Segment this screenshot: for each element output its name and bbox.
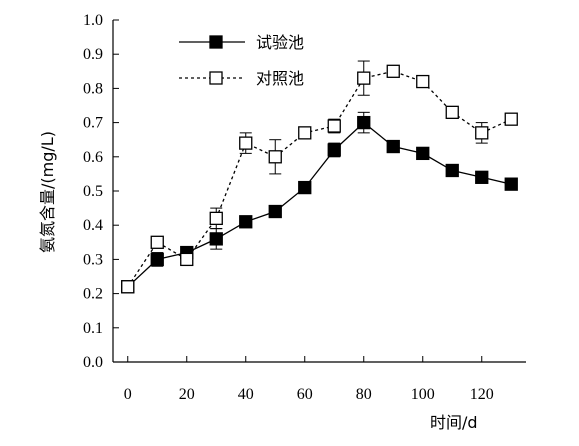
data-point — [239, 136, 253, 150]
data-point — [357, 115, 371, 130]
legend-marker — [209, 71, 223, 85]
y-tick-label: 0.6 — [83, 149, 103, 166]
data-point — [445, 105, 459, 119]
data-point — [268, 204, 282, 219]
data-point — [180, 252, 194, 267]
x-tick-label: 100 — [411, 386, 435, 403]
data-point — [327, 143, 341, 157]
data-point — [268, 150, 282, 164]
y-tick-label: 1.0 — [83, 12, 103, 29]
data-point — [416, 146, 430, 161]
x-tick-label: 0 — [124, 386, 132, 403]
ticks: 0.0 0.1 0.2 0.3 0.4 0.5 0.6 0.7 0.8 0.9 1.0 0 20 40 60… — [83, 12, 494, 403]
data-point — [150, 252, 164, 267]
series-1 — [121, 111, 518, 294]
series-layer — [121, 60, 518, 294]
y-axis-title: 氨氮含量/(mg/L) — [38, 131, 57, 253]
data-point — [504, 177, 518, 191]
axes — [112, 20, 526, 363]
y-tick-label: 0.8 — [83, 80, 103, 97]
y-tick-label: 0.1 — [83, 320, 103, 337]
data-point — [386, 64, 400, 78]
x-tick-label: 40 — [238, 386, 254, 403]
x-tick-label: 60 — [297, 386, 313, 403]
data-point — [298, 180, 312, 195]
x-tick-label: 20 — [179, 386, 195, 403]
x-tick-label: 120 — [470, 386, 494, 403]
data-point — [327, 119, 341, 133]
data-point — [416, 74, 430, 89]
y-tick-label: 0.0 — [83, 354, 103, 371]
y-tick-label: 0.4 — [83, 217, 103, 234]
y-tick-label: 0.3 — [83, 251, 103, 268]
data-point — [445, 163, 459, 178]
legend-label: 试验池 — [256, 33, 304, 52]
data-point — [504, 112, 518, 126]
data-point — [150, 235, 164, 249]
data-point — [209, 211, 223, 226]
data-point — [475, 170, 489, 184]
data-point — [298, 126, 312, 140]
y-tick-label: 0.2 — [83, 286, 103, 303]
y-tick-label: 0.9 — [83, 46, 103, 63]
legend-item-1: 试验池 — [179, 33, 304, 52]
y-tick-label: 0.5 — [83, 183, 103, 200]
x-tick-label: 80 — [356, 386, 372, 403]
data-point — [209, 232, 223, 246]
y-tick-label: 0.7 — [83, 115, 103, 132]
legend-marker — [209, 35, 223, 49]
data-point — [357, 71, 371, 85]
data-point — [386, 139, 400, 154]
data-point — [475, 126, 489, 140]
legend-item-2: 对照池 — [179, 69, 304, 88]
x-axis-title: 时间/d — [430, 413, 478, 432]
series-2 — [121, 60, 518, 294]
data-point — [239, 215, 253, 229]
data-point — [121, 280, 135, 294]
legend-label: 对照池 — [256, 69, 304, 88]
